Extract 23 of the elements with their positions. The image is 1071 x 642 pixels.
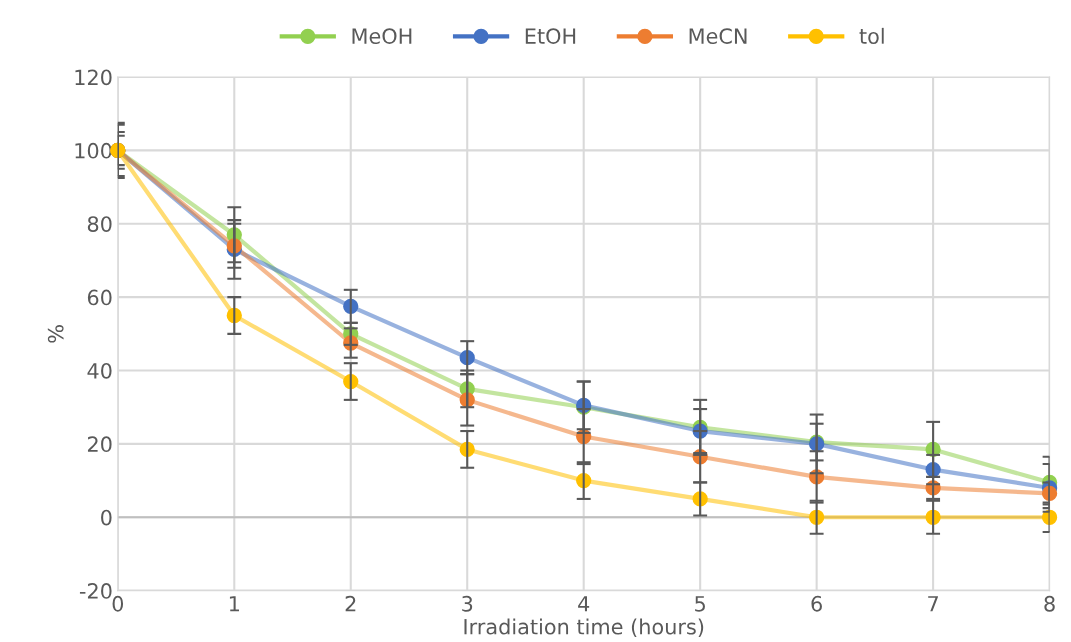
legend-label: MeOH — [352, 28, 412, 44]
y-tick-label: -20 — [79, 583, 112, 599]
x-tick-label: 5 — [695, 596, 705, 612]
x-tick-label: 8 — [1044, 595, 1055, 612]
y-tick-label: 20 — [87, 436, 112, 453]
x-tick-label: 0 — [112, 595, 124, 612]
legend-label: MeCN — [689, 28, 747, 44]
y-tick-label: 0 — [101, 509, 112, 526]
x-axis-title: Irradiation time (hours) — [464, 618, 704, 638]
x-tick-label: 3 — [462, 595, 473, 612]
x-tick-label: 7 — [928, 596, 938, 612]
x-tick-label: 6 — [811, 595, 822, 612]
y-tick-label: 40 — [87, 362, 112, 379]
legend-label: tol — [859, 27, 884, 44]
y-tick-label: 120 — [75, 69, 112, 86]
x-tick-label: 1 — [229, 596, 239, 612]
x-tick-label: 4 — [578, 596, 590, 612]
y-tick-label: 100 — [75, 142, 112, 159]
y-tick-label: 80 — [87, 216, 112, 232]
legend-label: EtOH — [525, 28, 576, 44]
y-tick-label: 60 — [87, 289, 112, 306]
y-axis-title: % — [47, 325, 64, 343]
x-tick-label: 2 — [345, 595, 356, 612]
